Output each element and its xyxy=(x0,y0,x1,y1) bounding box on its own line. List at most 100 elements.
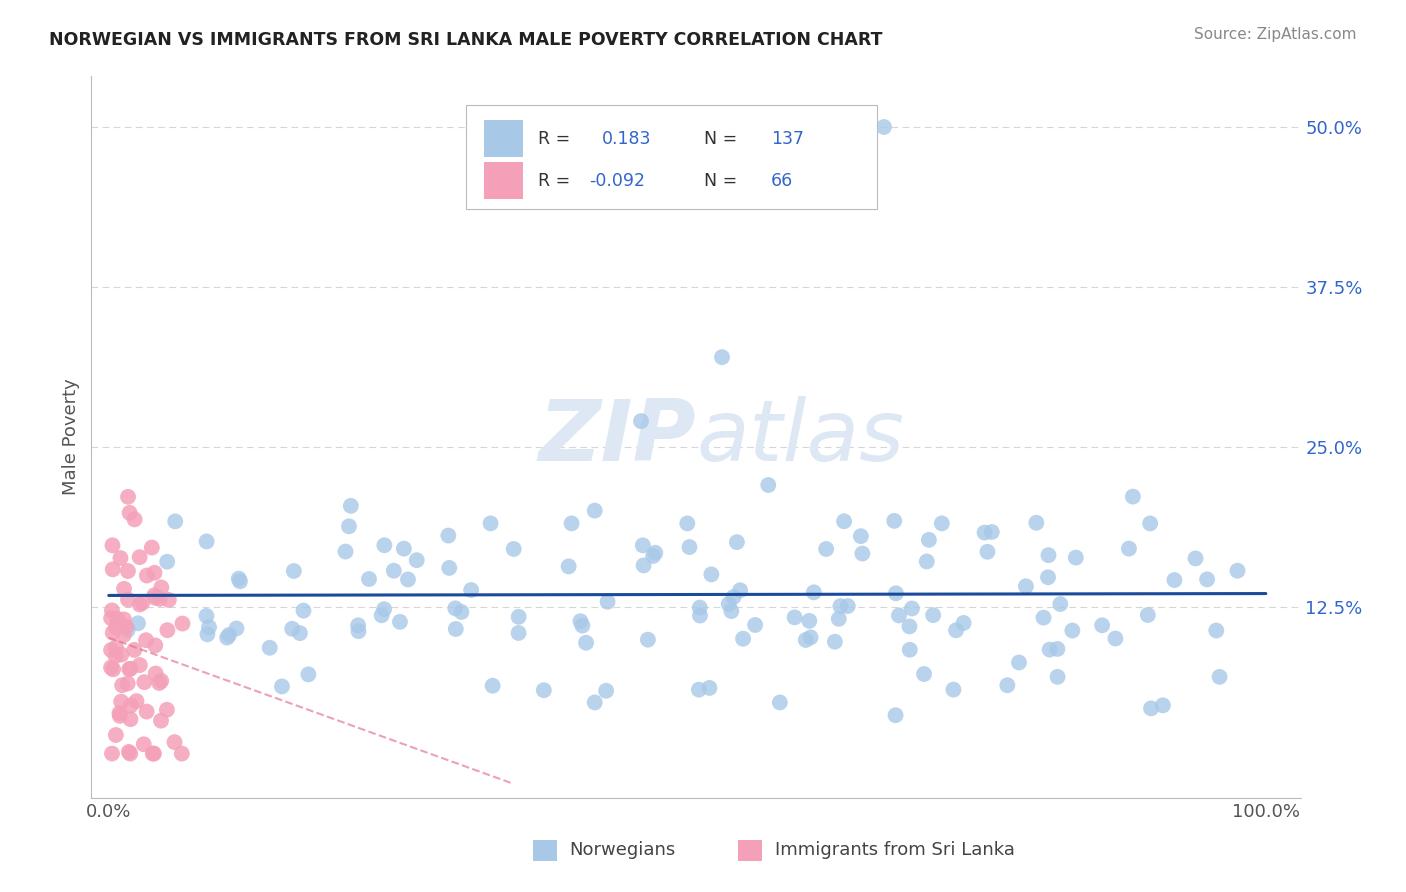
Point xyxy=(117,676,139,690)
Point xyxy=(120,747,142,761)
Point xyxy=(108,709,131,723)
Point xyxy=(156,623,179,637)
Point xyxy=(569,614,592,628)
Point xyxy=(111,678,134,692)
Text: 137: 137 xyxy=(770,129,804,148)
Point xyxy=(128,658,150,673)
Point xyxy=(110,551,132,566)
Point xyxy=(995,678,1018,692)
Point xyxy=(1015,579,1038,593)
Y-axis label: Male Poverty: Male Poverty xyxy=(62,379,80,495)
Point xyxy=(101,662,124,676)
Point xyxy=(110,648,132,662)
Point xyxy=(783,610,806,624)
Point xyxy=(689,608,711,623)
Text: ZIP: ZIP xyxy=(538,395,696,479)
Point xyxy=(595,683,617,698)
Point xyxy=(148,676,170,690)
Point xyxy=(259,640,281,655)
Point xyxy=(942,682,965,697)
Point xyxy=(357,572,380,586)
Point xyxy=(335,544,357,558)
Point xyxy=(561,516,583,531)
Point xyxy=(131,596,153,610)
Point xyxy=(901,601,924,615)
Text: N =: N = xyxy=(704,171,738,190)
Point xyxy=(1032,610,1054,624)
Point xyxy=(392,541,415,556)
Point xyxy=(101,625,124,640)
Point xyxy=(756,478,779,492)
Point xyxy=(271,680,294,694)
Point xyxy=(229,574,252,589)
Point xyxy=(479,516,502,531)
Point xyxy=(104,728,127,742)
Point xyxy=(800,631,823,645)
Point xyxy=(976,545,998,559)
Point xyxy=(217,631,239,645)
Point xyxy=(382,564,405,578)
Point xyxy=(1208,670,1230,684)
Point xyxy=(112,582,135,596)
Point xyxy=(1039,642,1062,657)
Point xyxy=(575,636,598,650)
Point xyxy=(370,608,392,623)
Point xyxy=(832,514,855,528)
Point xyxy=(884,708,907,723)
Point xyxy=(945,624,967,638)
Point xyxy=(583,695,606,709)
Point xyxy=(980,524,1002,539)
Point xyxy=(460,582,482,597)
Point xyxy=(117,623,139,637)
Point xyxy=(118,506,141,520)
Point xyxy=(571,618,593,632)
Point xyxy=(1091,618,1114,632)
Point xyxy=(128,550,150,565)
Point xyxy=(165,514,187,528)
Point xyxy=(120,662,142,676)
Point xyxy=(198,620,221,634)
Point xyxy=(1205,624,1227,638)
Point xyxy=(1197,573,1219,587)
Text: atlas: atlas xyxy=(696,395,904,479)
Point xyxy=(218,628,240,642)
Point xyxy=(1139,516,1161,531)
Point xyxy=(973,525,995,540)
Point xyxy=(347,624,370,639)
Point xyxy=(340,499,363,513)
Point xyxy=(450,605,472,619)
Point xyxy=(873,120,896,134)
Point xyxy=(128,598,150,612)
Point xyxy=(143,591,166,605)
Point xyxy=(118,662,141,676)
Point xyxy=(141,541,163,555)
Point xyxy=(135,568,157,582)
Point xyxy=(1226,564,1249,578)
Point xyxy=(142,747,165,761)
Point xyxy=(149,591,172,606)
Point xyxy=(1036,570,1059,584)
Point xyxy=(156,703,179,717)
Point xyxy=(720,604,742,618)
Point xyxy=(596,595,619,609)
Point xyxy=(444,622,467,636)
Point xyxy=(143,566,166,580)
Point xyxy=(676,516,699,531)
Point xyxy=(118,745,141,759)
Point xyxy=(828,612,851,626)
Point xyxy=(150,714,173,728)
Point xyxy=(815,541,838,556)
Point xyxy=(292,604,315,618)
Point xyxy=(101,562,124,576)
Point xyxy=(143,639,166,653)
Point xyxy=(101,603,124,617)
Point xyxy=(502,541,524,556)
Point xyxy=(150,581,173,595)
Point xyxy=(630,414,652,428)
Point xyxy=(1118,541,1140,556)
Point xyxy=(125,694,148,708)
Point xyxy=(644,546,666,560)
Point xyxy=(157,593,180,607)
Point xyxy=(195,608,218,623)
Bar xyxy=(484,120,523,158)
